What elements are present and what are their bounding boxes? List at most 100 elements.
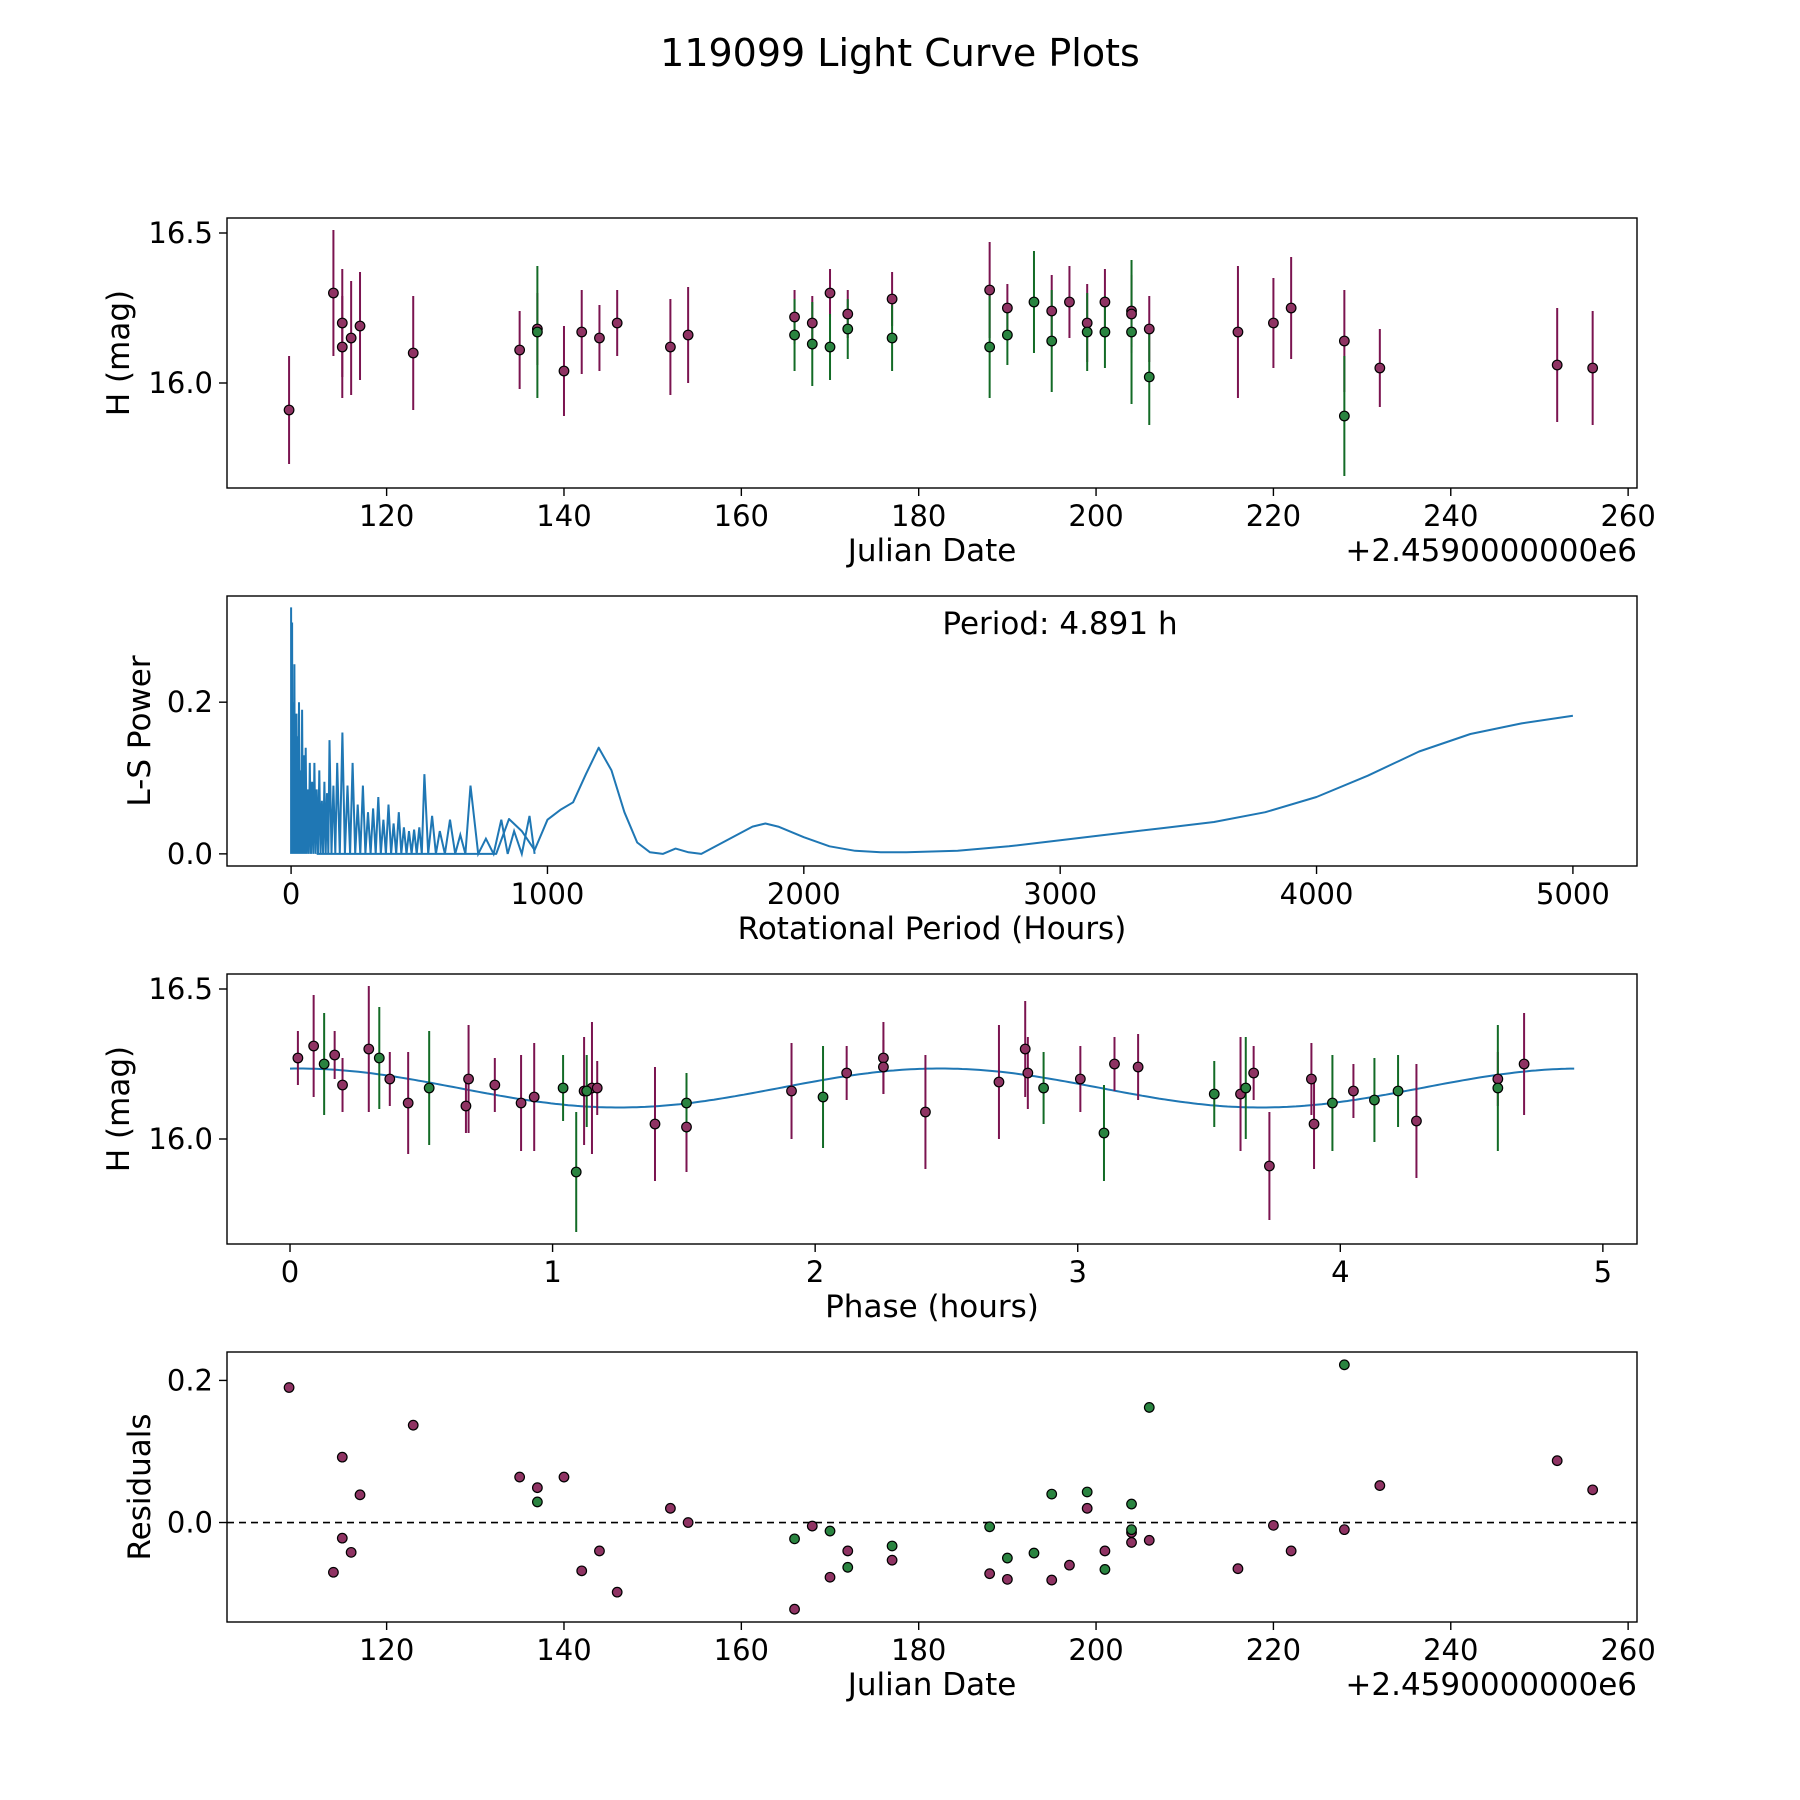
residuals-point bbox=[1338, 1359, 1350, 1371]
phasefold-point bbox=[460, 1100, 472, 1112]
phasefold-point bbox=[841, 1067, 853, 1079]
lightcurve-point bbox=[576, 326, 588, 338]
phasefold-point bbox=[681, 1097, 692, 1109]
lightcurve-xtick-label: 160 bbox=[714, 499, 769, 533]
lightcurve-point bbox=[345, 332, 357, 344]
residuals-point bbox=[1081, 1486, 1093, 1498]
lightcurve-panel: 16.0 16.5 120 140 160 180 200 220 240 260 Julian … bbox=[101, 216, 1656, 569]
residuals-point bbox=[984, 1521, 996, 1533]
residuals-point bbox=[558, 1471, 570, 1483]
phasefold-point bbox=[337, 1079, 348, 1091]
lightcurve-point bbox=[806, 338, 818, 350]
phasefold-point bbox=[402, 1097, 414, 1109]
lightcurve-point bbox=[1126, 326, 1137, 338]
phasefold-point bbox=[528, 1091, 540, 1103]
lightcurve-point bbox=[1551, 359, 1563, 371]
residuals-point bbox=[354, 1489, 366, 1501]
lightcurve-point bbox=[1285, 302, 1297, 314]
residuals-xtick-label: 220 bbox=[1246, 1633, 1301, 1667]
residuals-point bbox=[611, 1586, 623, 1598]
residuals-point bbox=[1126, 1524, 1137, 1536]
lightcurve-point bbox=[531, 326, 543, 338]
lightcurve-point bbox=[842, 323, 854, 335]
lightcurve-xlabel: Julian Date bbox=[846, 533, 1017, 569]
residuals-point bbox=[1587, 1484, 1599, 1496]
residuals-point bbox=[336, 1532, 348, 1544]
lightcurve-point bbox=[558, 365, 570, 377]
residuals-point bbox=[283, 1382, 295, 1393]
residuals-point bbox=[1099, 1545, 1111, 1557]
phasefold-xtick-label: 2 bbox=[806, 1255, 824, 1289]
lightcurve-point bbox=[1268, 317, 1279, 329]
lightcurve-point bbox=[1126, 308, 1137, 320]
lightcurve-point bbox=[886, 293, 898, 305]
phasefold-xtick-label: 3 bbox=[1068, 1255, 1086, 1289]
phasefold-point bbox=[329, 1049, 341, 1061]
phasefold-point bbox=[1074, 1073, 1086, 1085]
phasefold-point bbox=[1038, 1082, 1049, 1094]
lightcurve-xtick-label: 220 bbox=[1246, 499, 1301, 533]
lightcurve-point bbox=[1001, 329, 1013, 341]
lightcurve-point bbox=[1587, 362, 1599, 374]
phasefold-point bbox=[363, 1043, 375, 1055]
residuals-point bbox=[806, 1520, 818, 1532]
phasefold-point bbox=[920, 1106, 931, 1118]
residuals-ytick-label: 0.0 bbox=[167, 1506, 213, 1540]
lightcurve-point bbox=[611, 317, 623, 329]
residuals-xtick-label: 240 bbox=[1423, 1633, 1478, 1667]
periodogram-frame bbox=[226, 595, 1638, 867]
residuals-frame bbox=[226, 1351, 1638, 1623]
phasefold-point bbox=[1248, 1067, 1260, 1079]
phasefold-ylabel: H (mag) bbox=[101, 1046, 137, 1172]
lightcurve-point bbox=[1001, 302, 1013, 314]
residuals-point bbox=[1143, 1402, 1155, 1413]
phasefold-point bbox=[786, 1085, 797, 1097]
phasefold-point bbox=[423, 1082, 435, 1094]
phasefold-point bbox=[1098, 1127, 1110, 1139]
residuals-point bbox=[1126, 1537, 1137, 1548]
phasefold-point bbox=[1492, 1082, 1504, 1094]
periodogram-xlabel: Rotational Period (Hours) bbox=[738, 911, 1127, 947]
residuals-point bbox=[1099, 1564, 1111, 1575]
residuals-point bbox=[842, 1561, 854, 1573]
residuals-point bbox=[1268, 1519, 1279, 1531]
lightcurve-point bbox=[1064, 296, 1075, 308]
lightcurve-point bbox=[682, 329, 694, 341]
phasefold-point bbox=[292, 1052, 304, 1064]
phasefold-point bbox=[993, 1076, 1005, 1088]
phasefold-point bbox=[463, 1073, 474, 1085]
phasefold-point bbox=[878, 1052, 889, 1064]
phasefold-point bbox=[1208, 1088, 1220, 1100]
phasefold-point bbox=[1369, 1094, 1380, 1106]
residuals-point bbox=[1081, 1502, 1093, 1514]
phasefold-point bbox=[1109, 1058, 1120, 1070]
residuals-xlabel: Julian Date bbox=[846, 1667, 1017, 1703]
phasefold-point bbox=[515, 1097, 527, 1109]
periodogram-ylabel: L-S Power bbox=[122, 655, 158, 806]
phasefold-point bbox=[489, 1079, 501, 1091]
phasefold-point bbox=[817, 1091, 829, 1103]
residuals-point bbox=[1143, 1534, 1155, 1546]
lightcurve-point bbox=[283, 404, 295, 416]
phasefold-point bbox=[1411, 1115, 1422, 1127]
periodogram-xtick-label: 0 bbox=[282, 877, 300, 911]
lightcurve-ytick-label: 16.0 bbox=[148, 366, 213, 400]
lightcurve-point bbox=[1143, 371, 1155, 383]
residuals-xtick-label: 120 bbox=[359, 1633, 414, 1667]
lightcurve-point bbox=[328, 287, 339, 299]
lightcurve-xtick-label: 120 bbox=[359, 499, 414, 533]
lightcurve-point bbox=[824, 287, 836, 299]
phasefold-point bbox=[1327, 1097, 1338, 1109]
lightcurve-point bbox=[594, 332, 605, 344]
residuals-ylabel: Residuals bbox=[122, 1413, 158, 1560]
residuals-point bbox=[1064, 1559, 1075, 1571]
lightcurve-offset: +2.4590000000e6 bbox=[1345, 533, 1637, 569]
period-annotation: Period: 4.891 h bbox=[942, 606, 1177, 642]
lightcurve-point bbox=[514, 344, 526, 356]
lightcurve-point bbox=[1232, 326, 1244, 338]
phasefold-point bbox=[681, 1121, 692, 1133]
phasefold-point bbox=[649, 1118, 661, 1130]
phasefold-point bbox=[557, 1082, 569, 1094]
lightcurve-point bbox=[1081, 326, 1093, 338]
